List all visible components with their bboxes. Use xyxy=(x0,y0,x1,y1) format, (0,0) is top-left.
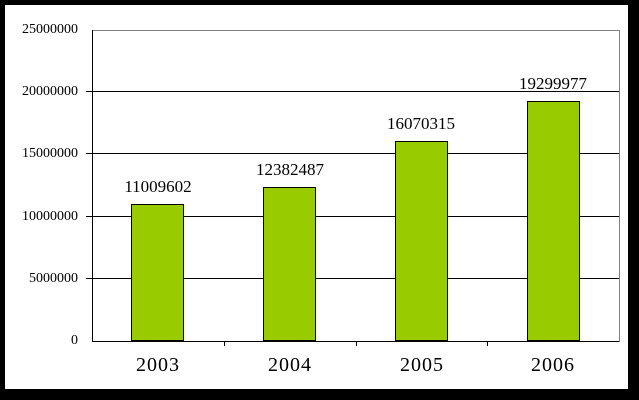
y-gridline xyxy=(86,216,619,217)
axis-layer xyxy=(5,5,628,389)
bar-value-label: 16070315 xyxy=(387,114,455,133)
x-axis-boundary-tick xyxy=(356,341,357,346)
y-axis-tick-label: 5000000 xyxy=(29,271,78,286)
bar-value-label: 11009602 xyxy=(124,177,192,196)
x-axis-line xyxy=(92,341,619,342)
plot-border-right xyxy=(619,30,620,342)
y-gridline xyxy=(86,153,619,154)
y-axis-tick-label: 0 xyxy=(71,333,78,348)
x-axis-boundary-tick xyxy=(487,341,488,346)
bar-value-label: 19299977 xyxy=(519,74,587,93)
bar-series-layer xyxy=(5,5,628,389)
bar-value-label: 12382487 xyxy=(256,160,324,179)
x-axis-category-label: 2003 xyxy=(136,354,180,376)
x-axis-boundary-tick xyxy=(224,341,225,346)
gridline-layer xyxy=(5,5,628,389)
plot-border-top xyxy=(92,30,620,31)
y-axis-tick-label: 20000000 xyxy=(22,84,78,99)
x-axis-category-label: 2004 xyxy=(268,354,312,376)
y-axis-tick-label: 25000000 xyxy=(22,22,78,37)
bar-2003 xyxy=(131,204,184,341)
x-axis-category-label: 2005 xyxy=(400,354,444,376)
bar-2004 xyxy=(263,187,316,341)
chart-canvas: 0 5000000 10000000 15000000 20000000 25000000… xyxy=(5,5,628,389)
y-gridline xyxy=(86,278,619,279)
y-axis-tick-label: 10000000 xyxy=(22,209,78,224)
y-gridline xyxy=(86,91,619,92)
y-axis-line xyxy=(92,30,93,341)
bar-2006 xyxy=(527,101,580,341)
x-axis-category-label: 2006 xyxy=(531,354,575,376)
bar-2005 xyxy=(395,141,448,341)
label-layer: 0 5000000 10000000 15000000 20000000 25000000… xyxy=(5,5,628,389)
y-axis-tick-label: 15000000 xyxy=(22,146,78,161)
